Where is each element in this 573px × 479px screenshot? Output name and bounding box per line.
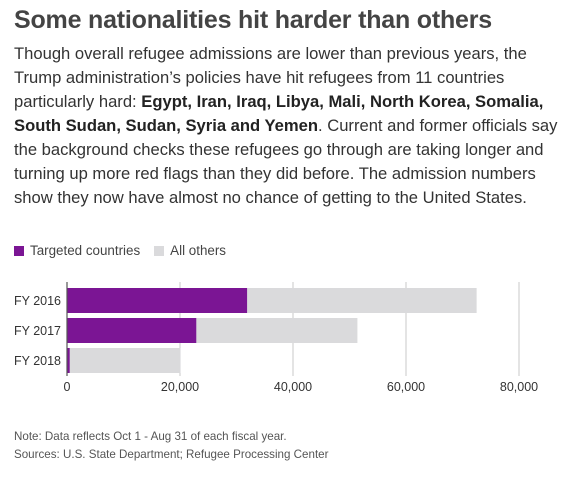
bar-others-fy-2018 xyxy=(69,348,181,373)
category-label-fy-2018: FY 2018 xyxy=(14,354,61,368)
x-tick-label-0: 0 xyxy=(64,380,71,394)
x-tick-label-1: 20,000 xyxy=(161,380,199,394)
x-tick-label-3: 60,000 xyxy=(387,380,425,394)
bar-others-fy-2016 xyxy=(247,288,477,313)
bar-others-fy-2017 xyxy=(196,318,358,343)
bar-targeted-fy-2018 xyxy=(67,348,70,373)
legend-item-targeted: Targeted countries xyxy=(14,243,140,258)
chart-title: Some nationalities hit harder than other… xyxy=(14,6,492,34)
category-label-fy-2017: FY 2017 xyxy=(14,324,61,338)
chart-legend: Targeted countries All others xyxy=(14,243,240,258)
intro-paragraph: Though overall refugee admissions are lo… xyxy=(14,42,566,210)
category-label-fy-2016: FY 2016 xyxy=(14,294,61,308)
chart-notes: Note: Data reflects Oct 1 - Aug 31 of ea… xyxy=(14,428,328,464)
x-tick-label-2: 40,000 xyxy=(274,380,312,394)
bar-targeted-fy-2017 xyxy=(67,318,197,343)
intro-text-after: . Current and former officials say the b… xyxy=(14,116,558,207)
chart-sources: Sources: U.S. State Department; Refugee … xyxy=(14,448,329,461)
legend-item-others: All others xyxy=(154,243,226,258)
chart-note: Note: Data reflects Oct 1 - Aug 31 of ea… xyxy=(14,430,287,443)
bar-targeted-fy-2016 xyxy=(67,288,248,313)
x-tick-label-4: 80,000 xyxy=(500,380,538,394)
intro-countries: Egypt, Iran, Iraq, Libya, Mali, North Ko… xyxy=(14,92,544,135)
legend-swatch-others xyxy=(154,245,165,256)
legend-label-others: All others xyxy=(170,243,226,258)
intro-text-before: Though overall refugee admissions are lo… xyxy=(14,44,527,111)
legend-swatch-targeted xyxy=(14,245,24,256)
legend-label-targeted: Targeted countries xyxy=(30,243,141,258)
